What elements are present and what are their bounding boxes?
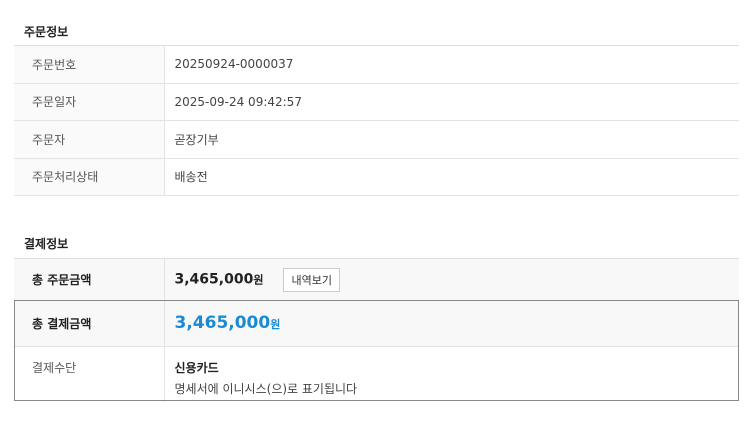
payment-method: 신용카드 (174, 361, 219, 375)
payment-method-note: 명세서에 이니시스(으)로 표기됩니다 (174, 382, 358, 396)
orderer: 곧장기부 (174, 132, 219, 147)
row-label: 결제수단 (14, 346, 165, 402)
view-details-button[interactable]: 내역보기 (283, 267, 340, 292)
total-payment-row: 총 결제금액 3,465,000원 (14, 300, 739, 347)
total-order-row: 총 주문금액 3,465,000원 내역보기 (14, 258, 739, 301)
row-label: 주문일자 (14, 83, 165, 121)
payment-info-title: 결제정보 (24, 237, 69, 251)
table-row: 주문번호 20250924-0000037 (14, 45, 739, 83)
order-status: 배송전 (174, 170, 208, 185)
row-label: 총 주문금액 (14, 258, 165, 301)
order-date: 2025-09-24 09:42:57 (174, 94, 302, 109)
total-order-amount: 3,465,000 (174, 271, 254, 288)
row-label: 주문번호 (14, 45, 165, 83)
currency-unit: 원 (270, 318, 281, 332)
order-number: 20250924-0000037 (174, 57, 294, 72)
row-label: 주문처리상태 (14, 158, 165, 196)
currency-unit: 원 (253, 273, 264, 287)
row-label: 총 결제금액 (14, 300, 165, 347)
order-info-table: 주문번호 20250924-0000037 주문일자 2025-09-24 09:4… (14, 45, 739, 196)
payment-info-table: 총 주문금액 3,465,000원 내역보기 총 결제금액 3,465,000원 … (14, 258, 739, 402)
table-row: 주문자 곧장기부 (14, 120, 739, 158)
total-payment-amount: 3,465,000 (174, 313, 271, 334)
row-label: 주문자 (14, 120, 165, 158)
table-row: 주문일자 2025-09-24 09:42:57 (14, 83, 739, 121)
table-row: 주문처리상태 배송전 (14, 158, 739, 196)
order-info-title: 주문정보 (24, 25, 69, 39)
